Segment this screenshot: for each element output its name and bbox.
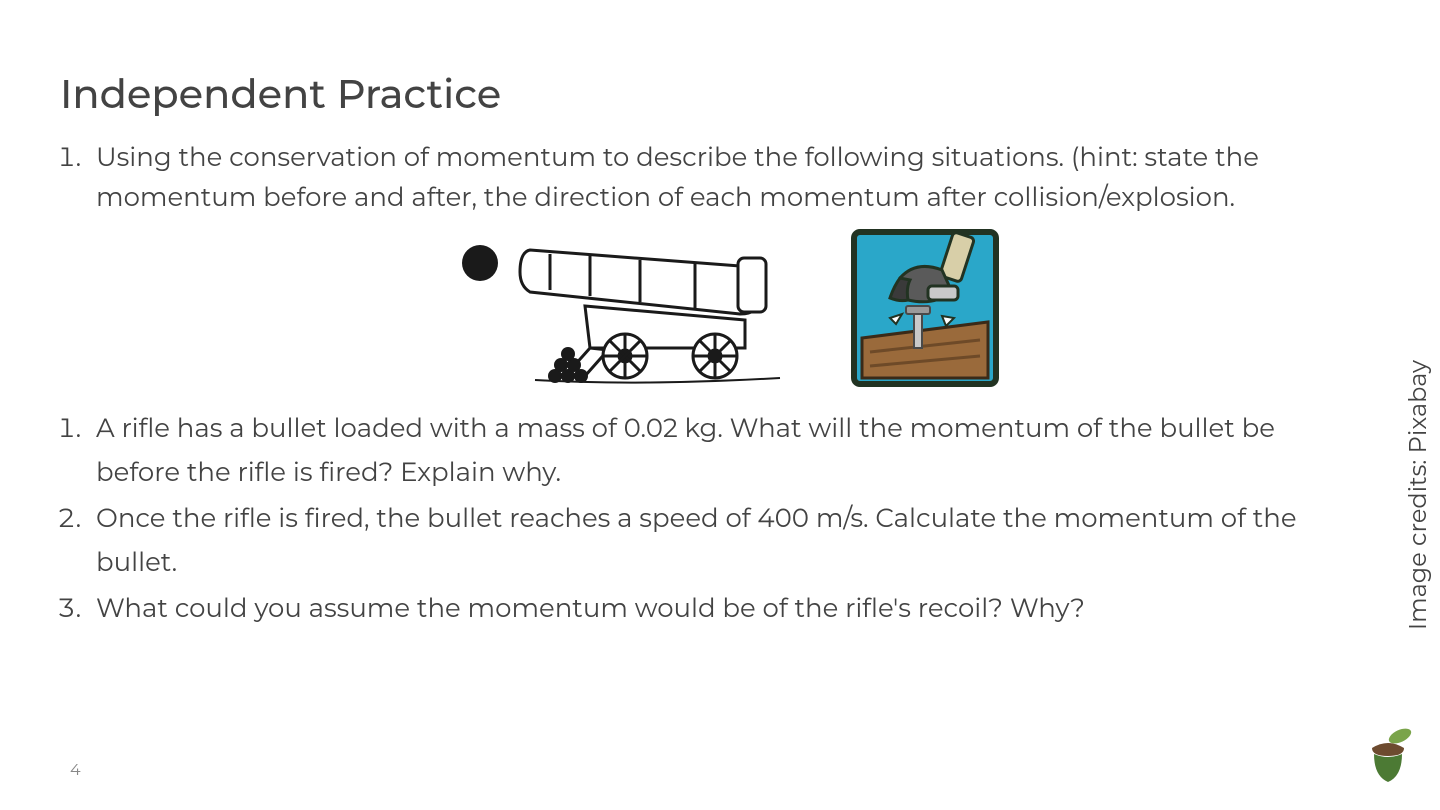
hammer-icon: [850, 228, 1000, 388]
intro-list: Using the conservation of momentum to de…: [60, 137, 1380, 218]
images-row: [60, 228, 1380, 388]
image-credits: Image credits: Pixabay: [1404, 360, 1433, 630]
cannon-illustration: [440, 228, 800, 388]
question-2: Once the rifle is fired, the bullet reac…: [88, 496, 1340, 584]
cannon-icon: [440, 228, 800, 388]
questions-list: A rifle has a bullet loaded with a mass …: [60, 406, 1340, 631]
slide-container: Independent Practice Using the conservat…: [0, 0, 1440, 810]
intro-item-1: Using the conservation of momentum to de…: [88, 137, 1380, 218]
acorn-logo-icon: [1362, 726, 1414, 784]
page-number: 4: [70, 761, 81, 780]
question-3: What could you assume the momentum would…: [88, 586, 1340, 630]
question-1: A rifle has a bullet loaded with a mass …: [88, 406, 1340, 494]
page-title: Independent Practice: [60, 70, 1380, 119]
hammer-illustration: [850, 228, 1000, 388]
